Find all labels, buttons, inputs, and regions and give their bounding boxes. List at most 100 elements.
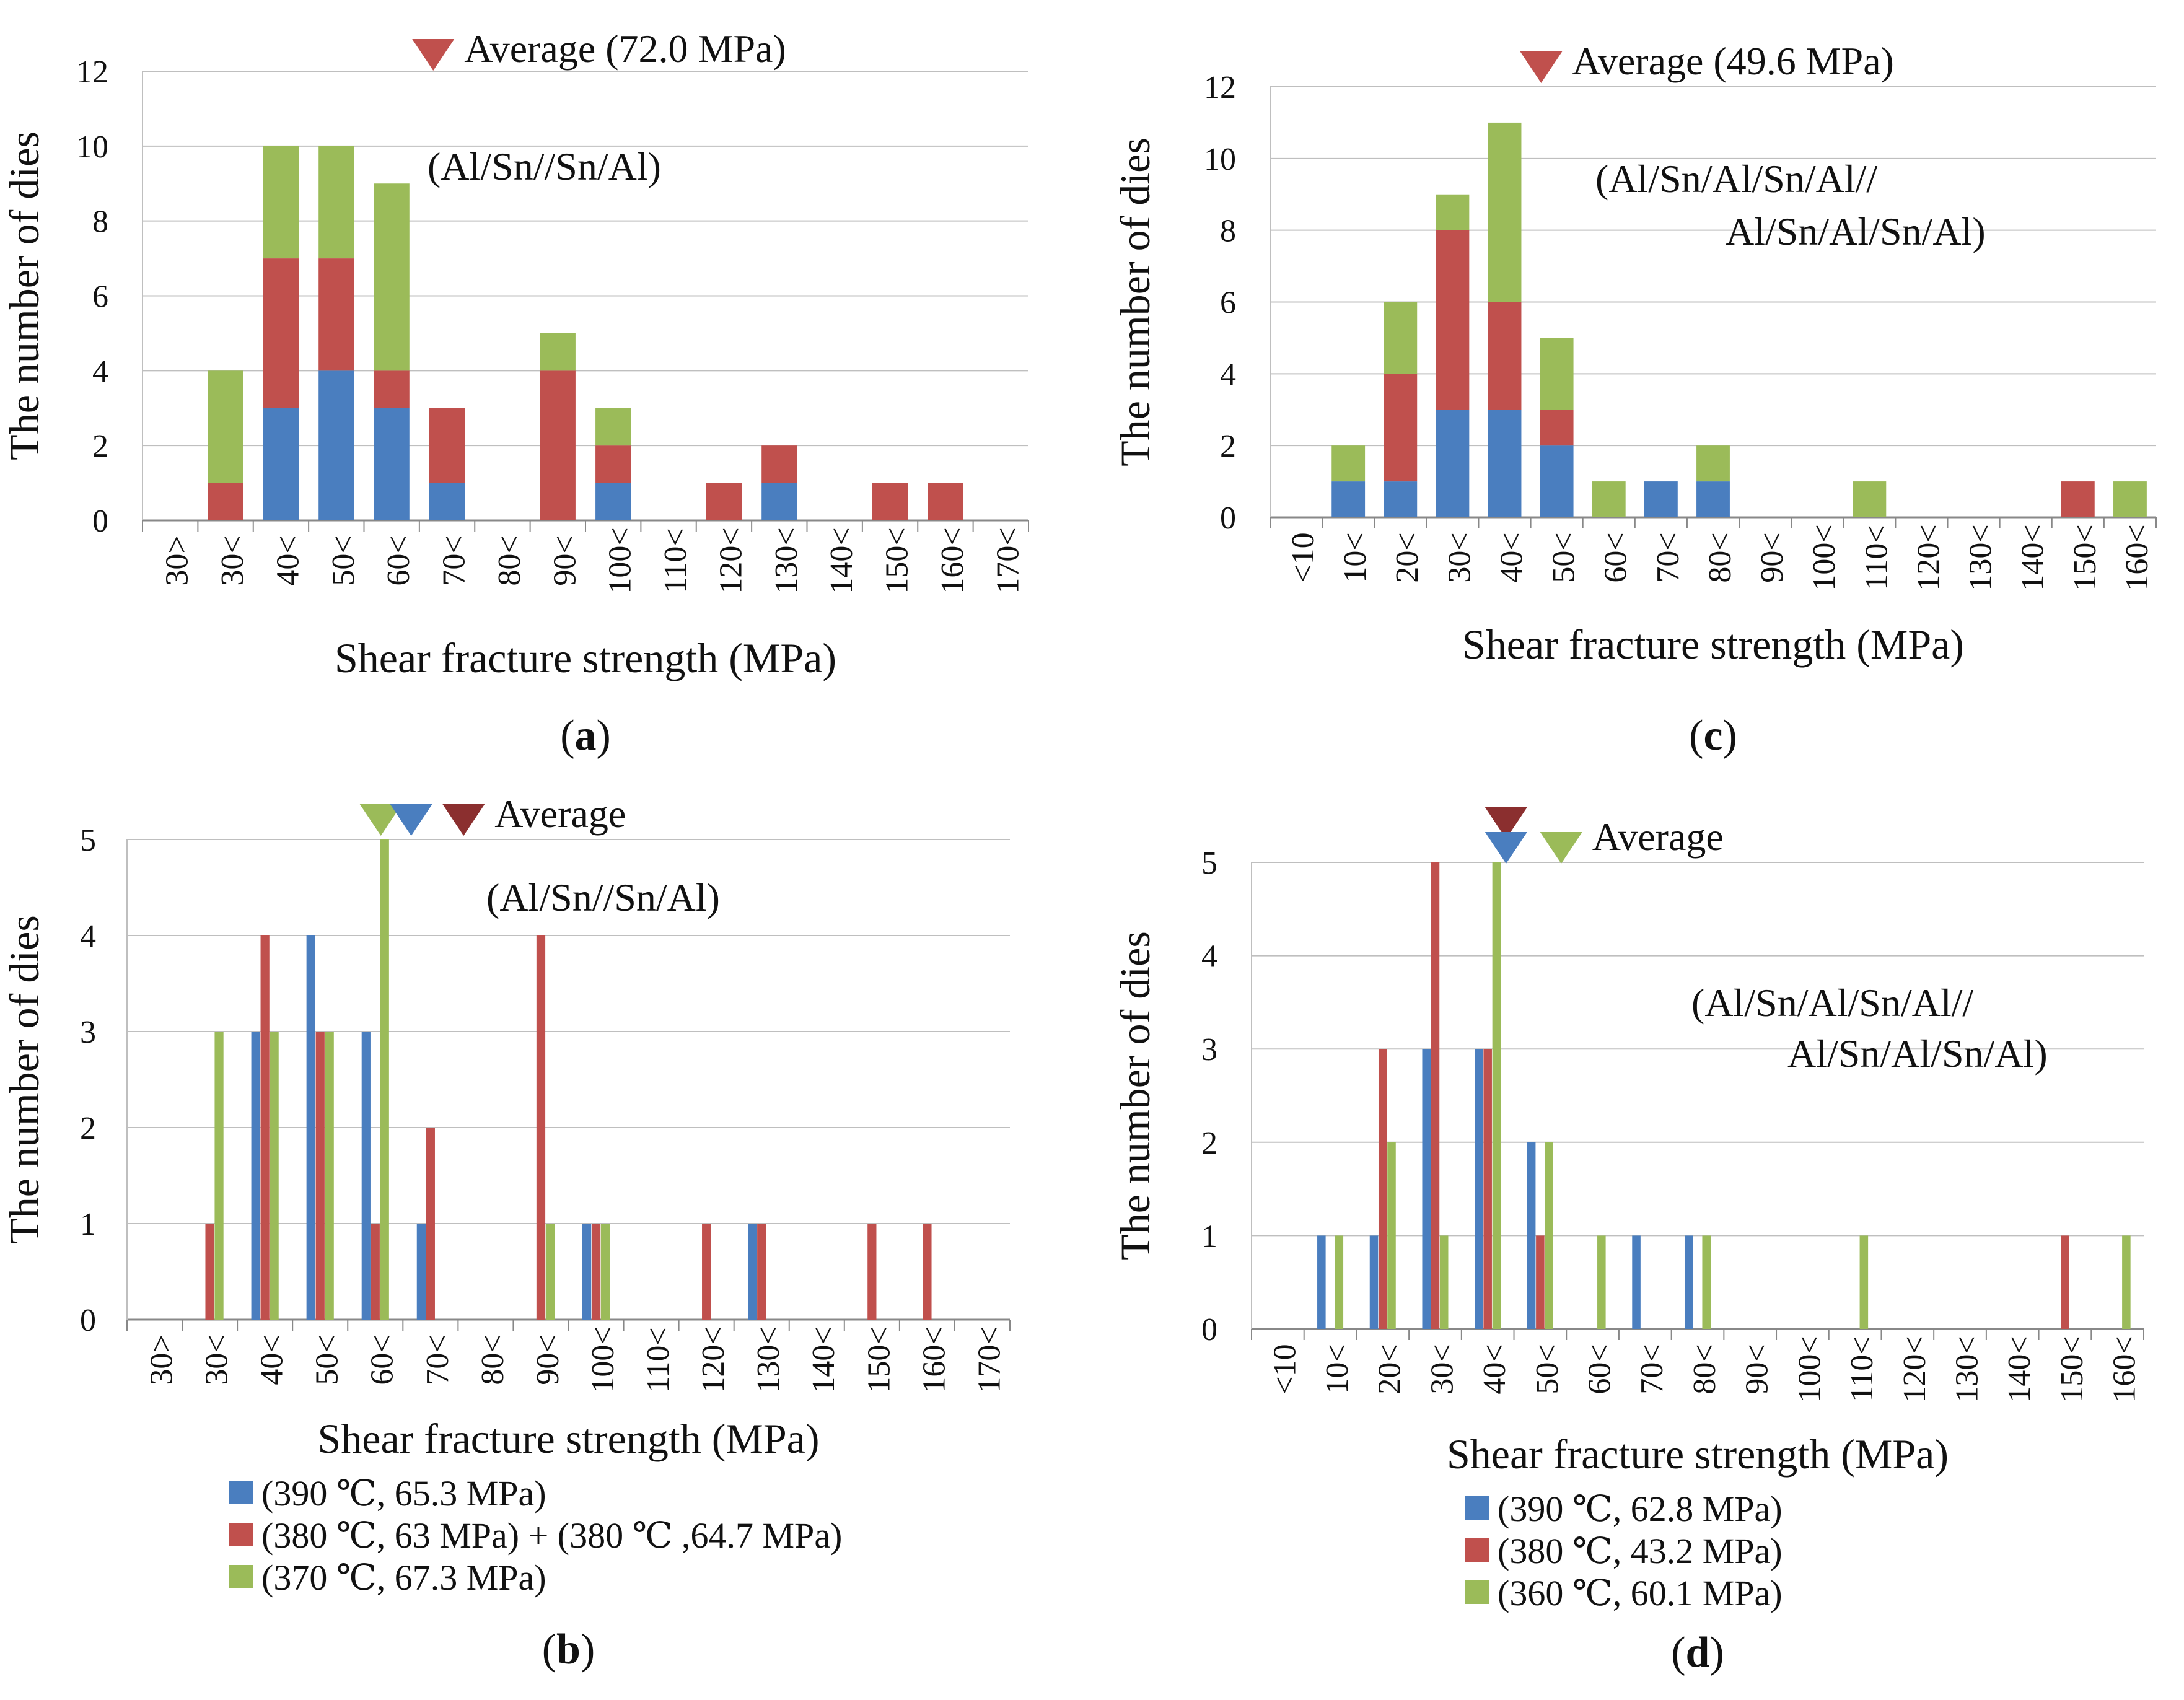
panel-label: (c) <box>1689 712 1737 760</box>
chart-panel-b: 0 1 2 3 4 5 30> 30< 40< 50< 60< 70< 80< 90< 100< 110< 12… <box>1 792 1011 1673</box>
legend-label: (390 ℃, 62.8 MPa) <box>1498 1489 1783 1529</box>
bar-red <box>260 935 270 1320</box>
bar-green <box>1853 481 1887 517</box>
y-tick-label: 10 <box>1204 142 1236 177</box>
bar-green <box>1696 445 1730 482</box>
bar-green <box>2122 1235 2131 1329</box>
legend-swatch-green <box>229 1565 253 1588</box>
x-category-label: 140< <box>2015 524 2051 590</box>
bar-blue <box>374 408 410 520</box>
panel-label-open: ( <box>1671 1629 1685 1676</box>
bar-blue <box>1644 481 1678 517</box>
x-category-label: 80< <box>492 535 527 585</box>
x-category-label: 70< <box>1634 1344 1670 1394</box>
panel-label: (a) <box>560 712 611 760</box>
bar-green <box>1597 1235 1606 1329</box>
bar-blue <box>1475 1049 1483 1329</box>
y-axis-title: The number of dies <box>1 131 48 460</box>
bar-green <box>374 183 410 371</box>
bar-blue <box>1331 481 1366 517</box>
x-category-label: 120< <box>696 1326 731 1393</box>
y-tick-label: 0 <box>80 1303 96 1338</box>
bar-blue <box>306 935 315 1320</box>
x-category-label: 170< <box>990 527 1025 594</box>
average-marker-icon <box>359 804 402 836</box>
bar-red <box>263 258 299 408</box>
y-tick-label: 3 <box>1201 1032 1217 1067</box>
bar-red <box>374 370 410 408</box>
x-category-label: 120< <box>1897 1336 1932 1402</box>
bar-blue <box>318 370 354 520</box>
y-tick-label: 12 <box>76 55 108 90</box>
bar-blue <box>582 1224 592 1320</box>
bar-blue <box>416 1224 426 1320</box>
bar-red <box>928 483 963 520</box>
bar-green <box>1492 862 1501 1329</box>
x-category-label: 110< <box>658 528 693 593</box>
x-category-label: 90< <box>530 1334 566 1385</box>
bar-green <box>1859 1235 1869 1329</box>
panel-label-close: ) <box>581 1626 595 1673</box>
bar-green <box>540 333 576 371</box>
bar-green <box>545 1224 555 1320</box>
x-category-label: 70< <box>437 535 472 585</box>
x-category-label: 20< <box>1372 1344 1408 1394</box>
legend-swatch-blue <box>1465 1496 1489 1520</box>
bar-red <box>923 1224 932 1320</box>
x-category-label: <10 <box>1267 1344 1302 1394</box>
panel-label: (b) <box>542 1626 595 1673</box>
bar-blue <box>595 483 631 520</box>
x-axis-title: Shear fracture strength (MPa) <box>1447 1431 1949 1478</box>
x-category-label: 60< <box>365 1334 400 1385</box>
x-category-label: 140< <box>824 527 859 594</box>
bar-green <box>1384 302 1418 374</box>
bar-red <box>1431 862 1440 1329</box>
y-tick-label: 2 <box>80 1111 96 1146</box>
x-category-label: 40< <box>255 1334 290 1385</box>
x-category-label: 150< <box>2055 1336 2090 1402</box>
bar-green <box>270 1032 279 1320</box>
bar-green <box>1540 338 1574 410</box>
x-category-label: 30< <box>200 1334 235 1385</box>
bar-blue <box>1422 1049 1431 1329</box>
structure-annotation: (Al/Sn//Sn/Al) <box>486 875 720 919</box>
bar-red <box>872 483 908 520</box>
average-marker-icon <box>1485 832 1527 864</box>
x-category-label: 100< <box>603 527 638 594</box>
bar-blue <box>429 483 465 520</box>
panel-label-open: ( <box>560 712 574 760</box>
panel-label-letter: a <box>575 712 597 760</box>
y-tick-label: 2 <box>1220 429 1236 464</box>
x-axis-title: Shear fracture strength (MPa) <box>335 634 836 681</box>
average-marker-icon <box>442 804 485 836</box>
bar-red <box>371 1224 380 1320</box>
x-category-label: 100< <box>1792 1336 1827 1402</box>
x-category-label: 150< <box>2068 524 2103 590</box>
x-category-label: 100< <box>1807 524 1842 590</box>
panel-label-close: ) <box>597 712 611 760</box>
bar-red <box>2061 481 2095 517</box>
x-category-label: 50< <box>1546 532 1582 582</box>
bar-blue <box>1684 1235 1693 1329</box>
bar-red <box>1540 410 1574 446</box>
x-category-label: 40< <box>1477 1344 1512 1394</box>
bar-green <box>1436 194 1470 230</box>
x-category-label: 80< <box>475 1334 511 1385</box>
average-marker-icon <box>1485 807 1527 839</box>
bar-green <box>595 408 631 446</box>
y-tick-label: 2 <box>1201 1126 1217 1161</box>
y-tick-label: 8 <box>1220 214 1236 249</box>
y-tick-label: 6 <box>1220 286 1236 321</box>
bar-green <box>2113 481 2147 517</box>
x-category-label: 160< <box>916 1326 952 1393</box>
bar-green <box>318 146 354 259</box>
x-category-label: <10 <box>1286 532 1321 582</box>
y-tick-label: 6 <box>92 279 108 315</box>
bar-red <box>205 1224 214 1320</box>
x-category-label: 10< <box>1320 1344 1355 1394</box>
panel-label-close: ) <box>1709 1629 1724 1676</box>
y-axis-title: The number of dies <box>1112 931 1159 1260</box>
structure-annotation: (Al/Sn/Al/Sn/Al// <box>1691 981 1973 1025</box>
y-tick-label: 4 <box>92 354 108 389</box>
average-marker-icon <box>412 39 455 71</box>
